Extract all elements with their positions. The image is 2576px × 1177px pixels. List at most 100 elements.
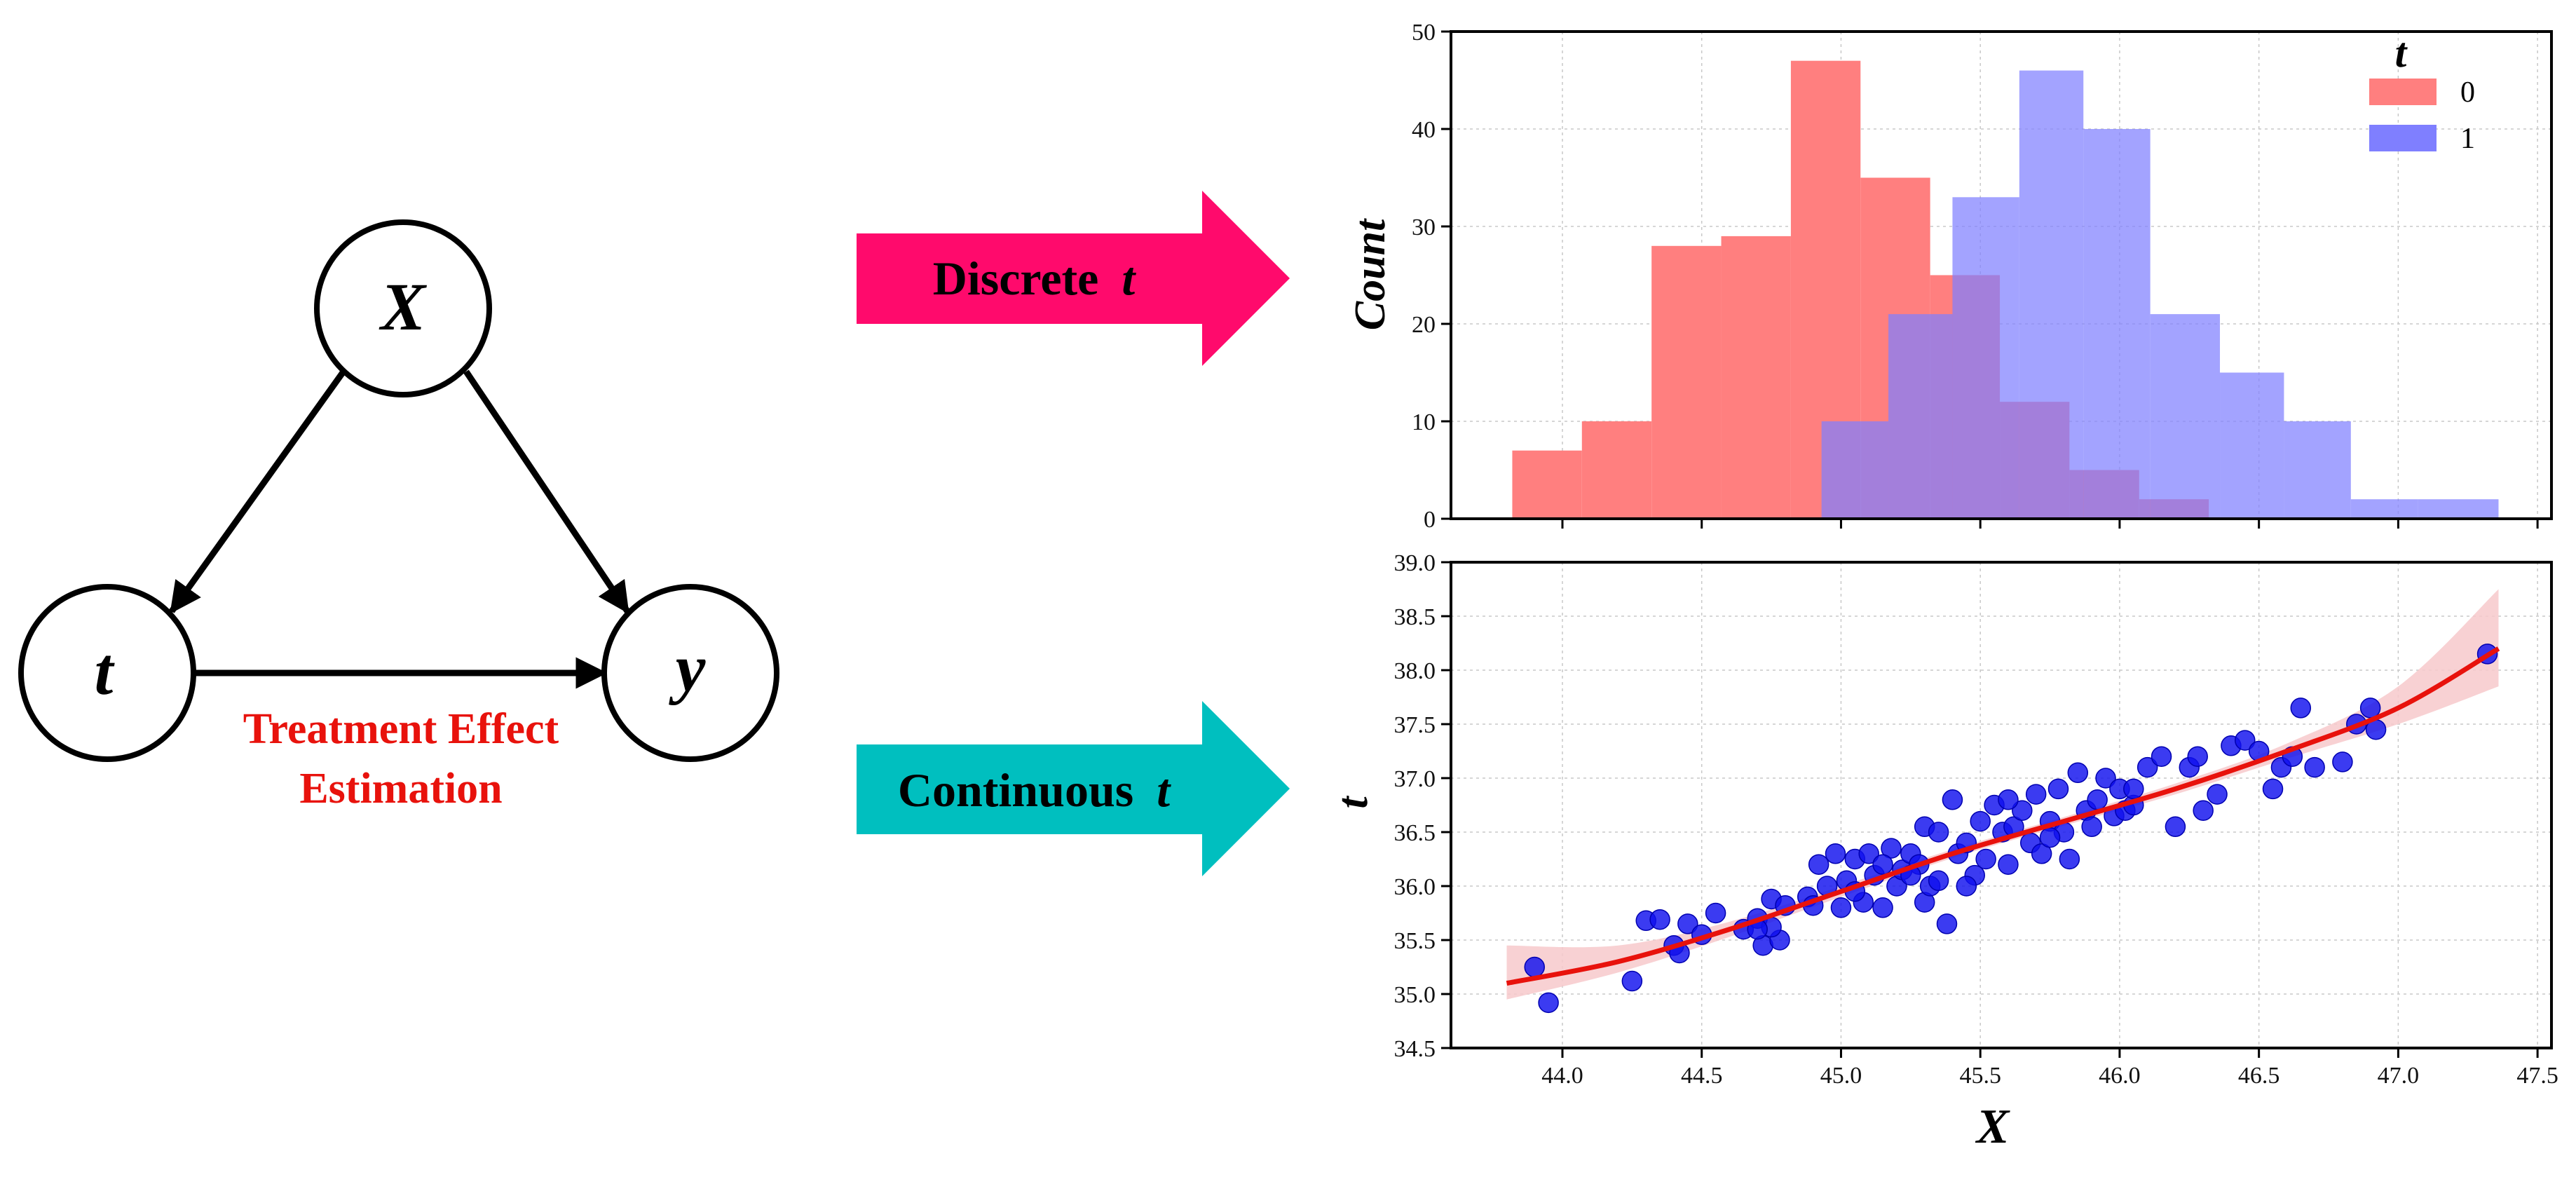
scatter-point-60 [2081, 816, 2102, 838]
scatter-point-88 [1872, 854, 1893, 875]
scat-xtick-label-2: 45.0 [1820, 1063, 1862, 1089]
scatter-point-38 [1928, 870, 1949, 892]
legend-label-1: 1 [2460, 123, 2475, 155]
scat-xtick-label-6: 47.0 [2378, 1063, 2420, 1089]
continuous-arrow: Continuous t [857, 701, 1290, 876]
scatter-point-0 [1524, 956, 1545, 978]
scatter-point-58 [2067, 762, 2089, 784]
node-y [601, 584, 779, 762]
scatter-point-72 [2193, 800, 2214, 821]
scatter-point-50 [2012, 800, 2033, 821]
scat-ytick-label-9: 39.0 [1394, 550, 1436, 576]
scatter-point-4 [1649, 909, 1670, 930]
scatter-point-52 [2025, 784, 2047, 805]
hist-ytick-label-3: 30 [1412, 215, 1436, 240]
legend-swatch-0 [2369, 79, 2437, 105]
hist-bar-s1-7 [2284, 421, 2351, 519]
hist-bar-s1-2 [1952, 197, 2019, 519]
scatter-point-39 [1936, 913, 1958, 934]
svg-text:Continuous t: Continuous t [898, 763, 1171, 817]
scatter-point-73 [2207, 784, 2228, 805]
scatter-y-label: t [1329, 796, 1377, 809]
scatter-point-2 [1621, 970, 1643, 992]
scatter-point-89 [1956, 876, 1977, 897]
discrete-arrow: Discrete t [857, 191, 1290, 366]
legend-title: t [2395, 29, 2408, 76]
node-t [18, 584, 196, 762]
scatter-point-7 [1677, 913, 1698, 934]
hist-bar-s0-1 [1581, 421, 1652, 519]
hist-bar-s0-0 [1512, 450, 1582, 519]
node-t-label: t [95, 634, 116, 709]
continuous-arrow-label: Continuous [898, 763, 1133, 817]
scatter-y-ticks: 34.5 35.0 35.5 36.0 36.5 37.0 37.5 38.0 38.5 39.0 [1394, 550, 1451, 1062]
scatter-point-29 [1881, 838, 1902, 859]
discrete-arrow-label: Discrete [933, 252, 1099, 305]
histogram-legend: t 0 1 [2369, 29, 2475, 155]
scatter-point-44 [1970, 810, 1991, 832]
histogram-y-ticks: 0 10 20 30 40 50 [1412, 20, 1451, 533]
scatter-point-69 [2165, 816, 2186, 838]
scatter-chart: 34.5 35.0 35.5 36.0 36.5 37.0 37.5 38.0 38.5 39.0… [1329, 550, 2558, 1154]
hist-bar-s1-1 [1888, 314, 1953, 519]
scat-ytick-label-7: 38.0 [1394, 658, 1436, 684]
scat-xtick-label-4: 46.0 [2099, 1063, 2141, 1089]
discrete-arrow-var: t [1122, 252, 1136, 305]
scat-ytick-label-0: 34.5 [1394, 1036, 1436, 1062]
scatter-point-80 [2290, 698, 2312, 719]
edge-x-to-t [169, 369, 346, 614]
legend-swatch-1 [2369, 125, 2437, 151]
scat-ytick-label-6: 37.5 [1394, 712, 1436, 738]
hist-ytick-label-0: 0 [1424, 507, 1436, 533]
scatter-points [1524, 644, 2498, 1014]
scatter-point-62 [2095, 768, 2116, 789]
edge-x-to-y [463, 369, 630, 614]
confidence-band [1506, 589, 2499, 1000]
continuous-arrow-var: t [1157, 763, 1171, 817]
scatter-point-61 [2087, 789, 2108, 810]
scat-ytick-label-8: 38.5 [1394, 604, 1436, 630]
scatter-point-67 [2137, 756, 2158, 778]
hist-ytick-label-1: 10 [1412, 409, 1436, 435]
histogram-y-label: Count [1347, 218, 1394, 330]
scatter-point-68 [2151, 746, 2172, 767]
scatter-point-90 [2039, 826, 2061, 848]
scatter-point-37 [1928, 822, 1949, 843]
scatter-point-92 [1998, 789, 2019, 810]
scatter-point-26 [1858, 843, 1879, 864]
hist-bar-s1-4 [2083, 129, 2151, 519]
scat-ytick-label-4: 36.5 [1394, 820, 1436, 846]
scatter-point-81 [2304, 756, 2325, 778]
scatter-point-21 [1825, 843, 1846, 864]
scatter-point-71 [2187, 746, 2208, 767]
svg-text:Discrete t: Discrete t [933, 252, 1137, 305]
scatter-point-57 [2059, 848, 2080, 870]
scat-xtick-label-0: 44.0 [1541, 1063, 1583, 1089]
continuous-arrow-shape [857, 701, 1290, 876]
scatter-point-77 [2262, 778, 2284, 800]
scat-ytick-label-5: 37.0 [1394, 766, 1436, 792]
scatter-x-ticks: 44.0 44.5 45.0 45.5 46.0 46.5 47.0 47.5 [1541, 1048, 2558, 1089]
scatter-point-53 [2031, 843, 2052, 864]
scat-xtick-label-7: 47.5 [2516, 1063, 2558, 1089]
scatter-point-48 [1998, 854, 2019, 875]
scatter-frame [1450, 561, 2553, 1049]
caption-line-2: Estimation [299, 765, 502, 812]
scat-ytick-label-1: 35.0 [1394, 982, 1436, 1008]
scatter-x-label: X [1975, 1100, 2011, 1154]
scatter-point-91 [2123, 778, 2144, 800]
node-x-label: X [379, 269, 427, 344]
node-x [314, 219, 492, 397]
hist-bar-s1-6 [2220, 372, 2284, 519]
scat-ytick-label-2: 35.5 [1394, 928, 1436, 954]
histogram-bars [1512, 60, 2499, 519]
hist-bar-s1-5 [2150, 314, 2221, 519]
hist-ytick-label-4: 40 [1412, 117, 1436, 143]
hist-bar-s1-0 [1821, 421, 1889, 519]
discrete-arrow-shape [857, 191, 1290, 366]
scatter-point-28 [1872, 897, 1893, 918]
histogram-x-ticks [1561, 519, 2539, 529]
